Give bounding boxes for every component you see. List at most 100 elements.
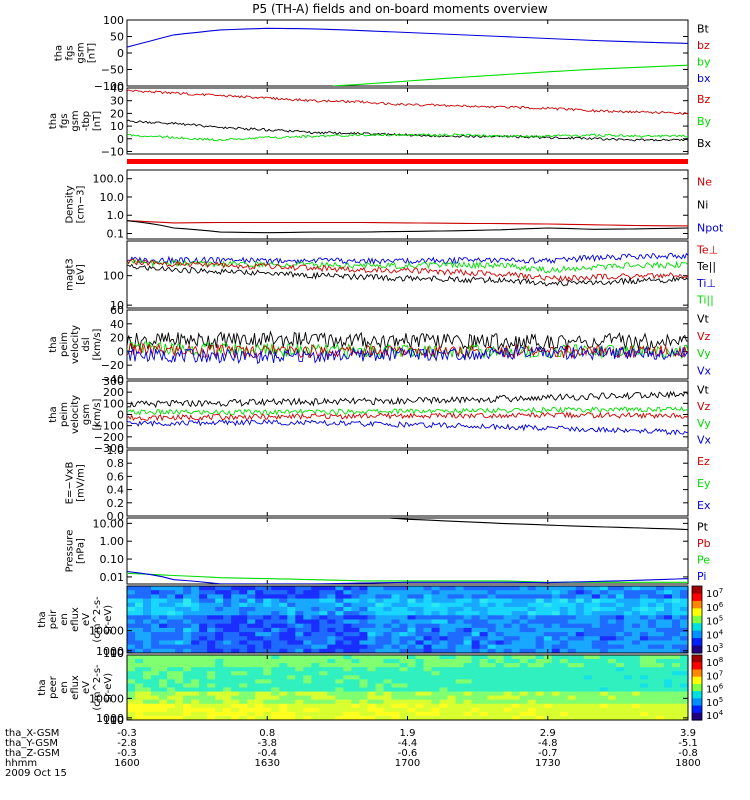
spectrogram-cell [519,675,529,680]
spectrogram-cell [631,594,641,600]
y-tick-label: 0.1 [107,228,125,241]
spectrogram-cell [295,598,304,604]
spectrogram-cell [367,640,377,646]
spectrogram-cell [303,623,312,629]
spectrogram-cell [223,679,232,685]
spectrogram-cell [447,636,457,642]
spectrogram-cell [407,648,417,653]
spectrogram-cell [311,691,320,697]
spectrogram-cell [639,594,649,600]
orbit-row-value: 1730 [535,758,560,769]
spectrogram-cell [343,640,352,646]
spectrogram-cell [639,602,649,608]
spectrogram-cell [255,715,264,720]
spectrogram-cell [551,598,561,604]
spectrogram-cell [671,602,681,608]
colorbar-segment [692,630,702,639]
spectrogram-cell [279,611,288,616]
spectrogram-cell [431,648,441,653]
spectrogram-cell [503,623,513,629]
spectrogram-cell [439,619,449,625]
spectrogram-cell [503,699,513,705]
spectrogram-cell [271,707,280,713]
spectrogram-cell [127,655,136,660]
spectrogram-cell [199,586,208,591]
spectrogram-cell [287,611,296,616]
spectrogram-cell [207,636,216,642]
spectrogram-cell [519,623,529,629]
spectrogram-cell [551,636,561,642]
spectrogram-cell [279,699,288,705]
spectrogram-cell [495,687,505,693]
spectrogram-cell [439,687,449,693]
y-tick-label: 0.4 [107,484,125,497]
spectrogram-cell [487,615,497,621]
spectrogram-cell [575,586,585,591]
spectrogram-cell [279,663,288,668]
spectrogram-cell [143,711,152,717]
spectrogram-cell [175,594,184,600]
spectrogram-cell [495,636,505,642]
spectrogram-cell [375,707,385,713]
spectrogram-cell [535,615,545,621]
spectrogram-cell [415,640,425,646]
spectrogram-cell [335,627,344,633]
spectrogram-cell [359,683,369,689]
spectrogram-cell [239,703,248,709]
spectrogram-cell [639,627,649,633]
spectrogram-cell [439,640,449,646]
colorbar-segment [692,638,702,647]
spectrogram-cell [255,671,264,676]
spectrogram-cell [399,695,409,701]
spectrogram-cell [527,667,537,672]
spectrogram-cell [679,636,688,642]
spectrogram-cell [471,636,481,642]
spectrogram-cell [215,695,224,701]
spectrogram-cell [151,687,160,693]
spectrogram-cell [527,695,537,701]
spectrogram-cell [311,648,320,653]
spectrogram-cell [583,667,593,672]
spectrogram-cell [239,663,248,668]
spectrogram-cell [551,611,561,616]
spectrogram-cell [431,667,441,672]
spectrogram-cell [471,586,481,591]
spectrogram-cell [183,611,192,616]
spectrogram-cell [295,623,304,629]
spectrogram-cell [359,687,369,693]
spectrogram-cell [327,687,336,693]
spectrogram-cell [487,691,497,697]
spectrogram-cell [535,623,545,629]
spectrogram-cell [223,675,232,680]
spectrogram-cell [375,667,385,672]
spectrogram-cell [239,602,248,608]
spectrogram-cell [399,707,409,713]
legend-entry: Vz [697,330,711,343]
spectrogram-cell [431,627,441,633]
legend-entry: Pi [697,570,706,583]
spectrogram-cell [591,671,601,676]
spectrogram-cell [367,663,377,668]
spectrogram-cell [247,703,256,709]
spectrogram-cell [511,711,521,717]
spectrogram-cell [223,611,232,616]
spectrogram-cell [567,699,577,705]
spectrogram-cell [487,598,497,604]
spectrogram-cell [599,598,609,604]
spectrogram-cell [271,703,280,709]
spectrogram-cell [535,598,545,604]
spectrogram-cell [231,663,240,668]
orbit-row-value: -4.4 [398,738,418,749]
spectrogram-cell [335,683,344,689]
orbit-row-value: 1800 [675,758,700,769]
spectrogram-cell [359,586,369,591]
orbit-row-value: 1700 [395,758,420,769]
spectrogram-cell [215,659,224,664]
y-tick-label: 10.0 [100,191,125,204]
spectrogram-cell [551,627,561,633]
spectrogram-cell [447,667,457,672]
spectrogram-cell [143,667,152,672]
spectrogram-cell [655,590,665,595]
spectrogram-cell [479,687,489,693]
